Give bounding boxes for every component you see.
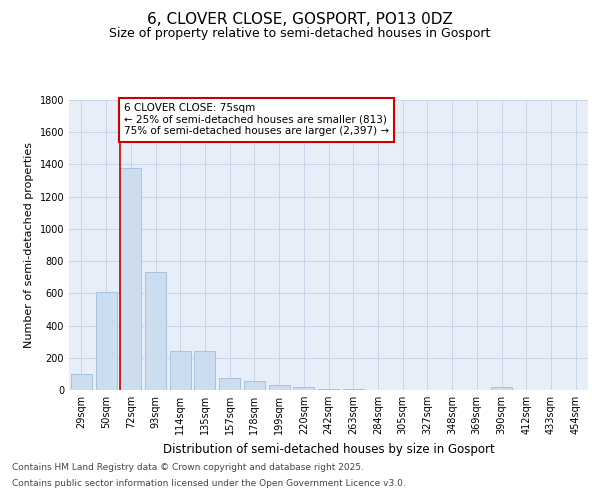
Text: 6, CLOVER CLOSE, GOSPORT, PO13 0DZ: 6, CLOVER CLOSE, GOSPORT, PO13 0DZ bbox=[147, 12, 453, 28]
Bar bbox=[194, 352, 215, 390]
Bar bbox=[145, 272, 166, 390]
Bar bbox=[95, 292, 116, 390]
Bar bbox=[120, 168, 141, 390]
Bar bbox=[269, 385, 290, 390]
Text: Contains public sector information licensed under the Open Government Licence v3: Contains public sector information licen… bbox=[12, 479, 406, 488]
Text: Contains HM Land Registry data © Crown copyright and database right 2025.: Contains HM Land Registry data © Crown c… bbox=[12, 462, 364, 471]
Bar bbox=[491, 387, 512, 390]
X-axis label: Distribution of semi-detached houses by size in Gosport: Distribution of semi-detached houses by … bbox=[163, 442, 494, 456]
Y-axis label: Number of semi-detached properties: Number of semi-detached properties bbox=[24, 142, 34, 348]
Bar bbox=[170, 350, 191, 390]
Bar bbox=[318, 389, 339, 390]
Bar bbox=[293, 387, 314, 390]
Bar bbox=[219, 378, 240, 390]
Bar bbox=[71, 374, 92, 390]
Bar bbox=[244, 381, 265, 390]
Bar bbox=[343, 389, 364, 390]
Text: Size of property relative to semi-detached houses in Gosport: Size of property relative to semi-detach… bbox=[109, 28, 491, 40]
Text: 6 CLOVER CLOSE: 75sqm
← 25% of semi-detached houses are smaller (813)
75% of sem: 6 CLOVER CLOSE: 75sqm ← 25% of semi-deta… bbox=[124, 103, 389, 136]
